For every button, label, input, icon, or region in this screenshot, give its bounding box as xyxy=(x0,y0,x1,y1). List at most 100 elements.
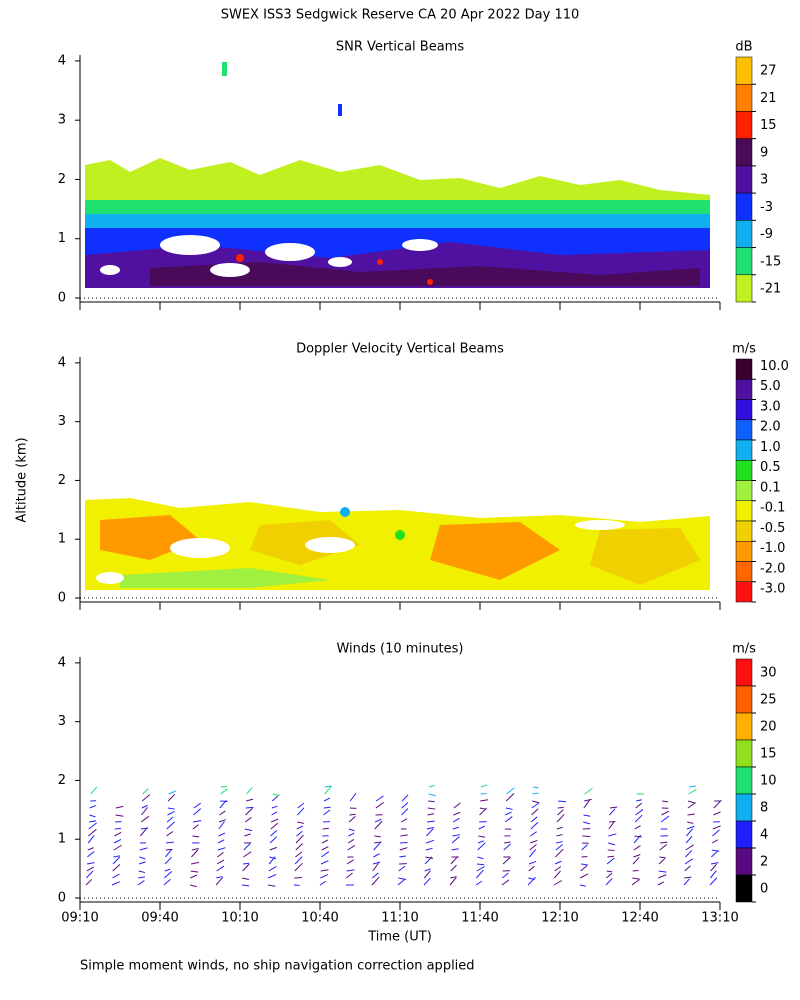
colorbar-label: dB xyxy=(735,40,752,55)
barb xyxy=(399,847,408,851)
barb xyxy=(477,856,484,860)
barb xyxy=(168,790,176,795)
colorbar-tick-label: -3.0 xyxy=(760,582,785,597)
barb xyxy=(296,830,303,837)
colorbar-swatch xyxy=(735,581,753,603)
barb xyxy=(164,870,173,879)
colorbar-tick-label: 2 xyxy=(760,855,768,870)
barb xyxy=(712,829,720,837)
colorbar-tick-label: -3 xyxy=(760,200,773,215)
barb xyxy=(557,806,564,809)
barb xyxy=(427,820,435,823)
barb xyxy=(553,880,563,886)
colorbar-swatch xyxy=(735,192,753,221)
barb xyxy=(608,821,615,830)
colorbar-tick-label: 3 xyxy=(760,173,768,188)
barb xyxy=(323,806,331,809)
barb xyxy=(428,800,435,803)
barb xyxy=(297,802,305,809)
barb xyxy=(167,810,175,816)
barb xyxy=(243,851,252,858)
barb xyxy=(140,827,148,837)
barb xyxy=(113,855,121,858)
barb xyxy=(506,787,515,795)
barb xyxy=(375,801,384,809)
barb xyxy=(580,863,588,866)
barb xyxy=(374,820,383,830)
barb xyxy=(140,827,149,830)
barb xyxy=(683,878,690,886)
barb xyxy=(425,856,434,860)
barb xyxy=(476,866,485,872)
barb xyxy=(478,825,486,830)
colorbar-swatch xyxy=(735,439,753,461)
colorbar-swatch xyxy=(735,138,753,167)
panel-title: Doppler Velocity Vertical Beams xyxy=(296,342,504,357)
barb xyxy=(346,872,353,879)
panel-title: Winds (10 minutes) xyxy=(336,642,463,657)
barb xyxy=(165,848,173,851)
barb xyxy=(713,811,721,816)
barb xyxy=(529,839,538,844)
barb xyxy=(608,833,617,837)
barb xyxy=(710,863,717,872)
y-tick-label: 1 xyxy=(58,532,66,547)
barb xyxy=(166,831,173,837)
barb xyxy=(268,873,277,879)
barb xyxy=(584,798,592,802)
barb xyxy=(112,856,121,865)
x-tick-label: 09:10 xyxy=(61,911,98,926)
y-tick-label: 4 xyxy=(58,355,66,370)
colorbar-swatch xyxy=(735,739,753,768)
barb xyxy=(426,828,434,837)
barb xyxy=(215,877,224,886)
barb xyxy=(297,821,305,824)
barb xyxy=(632,869,639,872)
y-tick-label: 3 xyxy=(58,113,66,128)
barb xyxy=(190,870,199,873)
barb xyxy=(609,808,616,816)
barb xyxy=(138,870,146,874)
barb xyxy=(374,835,381,838)
barb xyxy=(711,849,720,852)
x-tick-label: 09:40 xyxy=(141,911,178,926)
colorbar-swatch xyxy=(735,419,753,441)
barb xyxy=(555,848,564,858)
barb xyxy=(532,792,539,795)
colorbar-tick-label: 21 xyxy=(760,91,777,106)
barb xyxy=(425,839,435,844)
barb xyxy=(268,856,276,865)
barb xyxy=(685,835,693,844)
barb xyxy=(141,807,148,816)
colorbar-tick-label: -15 xyxy=(760,254,781,269)
barb xyxy=(606,873,613,879)
barb xyxy=(450,876,457,879)
barb xyxy=(216,876,223,879)
barb xyxy=(270,822,279,830)
colorbar-swatch xyxy=(735,820,753,849)
barb xyxy=(323,797,331,802)
colorbar-tick-label: 15 xyxy=(760,747,777,762)
barb xyxy=(398,865,406,872)
barb xyxy=(685,844,694,851)
barb xyxy=(320,869,329,872)
barb xyxy=(712,825,721,830)
barb xyxy=(272,793,280,797)
barb xyxy=(139,847,148,851)
barb xyxy=(658,858,666,865)
barb xyxy=(423,870,431,879)
colorbar-swatch xyxy=(735,220,753,248)
barb xyxy=(294,862,303,872)
barb xyxy=(87,835,95,844)
snr-field xyxy=(85,62,710,288)
barb xyxy=(606,857,615,865)
barb xyxy=(452,826,460,830)
barb xyxy=(190,874,198,879)
colorbar-swatch xyxy=(735,874,753,903)
barb xyxy=(346,869,355,872)
barb xyxy=(241,884,250,887)
barb xyxy=(527,876,536,886)
barb xyxy=(112,863,121,872)
barb xyxy=(138,876,145,879)
barb xyxy=(90,786,98,795)
